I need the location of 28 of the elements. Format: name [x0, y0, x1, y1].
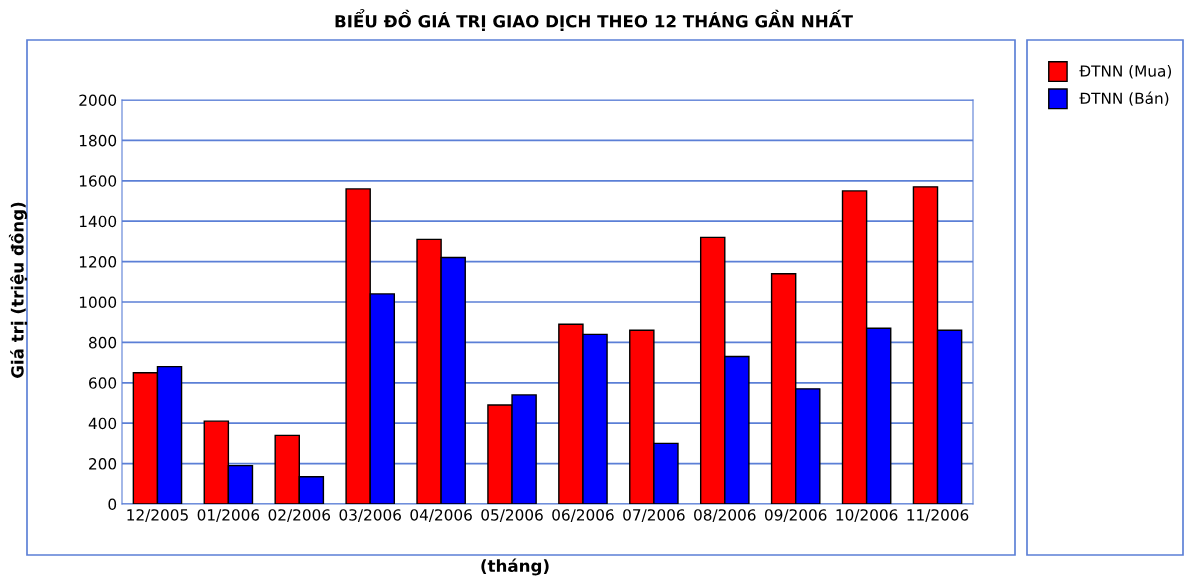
x-tick-label: 07/2006: [623, 509, 685, 522]
x-tick-label: 02/2006: [268, 509, 331, 522]
y-tick-label: 400: [88, 417, 117, 430]
x-tick-label: 01/2006: [197, 509, 260, 522]
x-tick-label: 09/2006: [764, 509, 827, 522]
x-tick-label: 03/2006: [339, 509, 401, 522]
y-tick-label: 800: [89, 336, 117, 349]
y-tick-label: 2000: [79, 94, 117, 107]
y-tick-label: 1600: [79, 175, 117, 187]
y-tick-label: 1800: [79, 134, 117, 147]
y-tick-label: 0: [108, 498, 117, 511]
chart-title: BIỂU ĐỒ GIÁ TRỊ GIAO DỊCH THEO 12 THÁNG GẦN NHẤT: [335, 9, 853, 31]
y-axis-title: Giá trị (triệu đồng): [8, 202, 28, 378]
y-tick-label: 1400: [79, 215, 117, 228]
y-tick-label: 200: [89, 458, 117, 470]
legend-label: ĐTNN (Mua): [1079, 64, 1172, 79]
x-tick-label: 05/2006: [481, 509, 543, 522]
x-tick-label: 04/2006: [410, 509, 472, 522]
x-tick-label: 08/2006: [694, 509, 756, 522]
legend-label: ĐTNN (Bán): [1079, 91, 1169, 106]
x-tick-label: 06/2006: [552, 509, 614, 522]
x-tick-label: 11/2006: [907, 509, 969, 522]
x-axis-title: (tháng): [481, 558, 549, 576]
x-tick-label: 12/2005: [127, 509, 188, 522]
x-tick-label: 10/2006: [836, 509, 898, 522]
y-tick-label: 1000: [79, 296, 117, 309]
y-tick-label: 1200: [79, 256, 117, 268]
y-tick-label: 600: [89, 377, 117, 389]
